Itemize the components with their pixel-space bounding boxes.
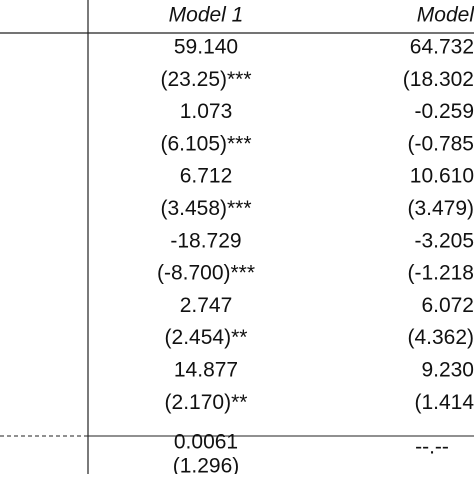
cell: (2.454)** [165,326,248,349]
cell: 14.877 [174,359,238,382]
cell: 1.073 [180,100,233,123]
cell: 2.747 [180,294,233,317]
cell: 59.140 [174,36,238,59]
cell: (1.414 [414,391,474,414]
cell: -18.729 [170,229,241,252]
cell: (-0.785 [407,132,474,155]
cell: (3.479) [407,197,474,220]
cell: (6.105)*** [160,132,251,155]
column-header: Model [417,4,474,27]
cell: (-8.700)*** [157,262,255,285]
cell: -3.205 [414,229,474,252]
cell: 0.0061 [174,431,238,454]
cell: (1.296) [173,455,240,474]
column-header: Model 1 [169,4,244,27]
cell: 10.610 [410,165,474,188]
cell: 9.230 [421,359,474,382]
cell: -0.259 [414,100,474,123]
cell: (3.458)*** [160,197,251,220]
cell: 64.732 [410,36,474,59]
cell: (2.170)** [165,391,248,414]
cell: 6.072 [421,294,474,317]
cell: (4.362) [407,326,474,349]
cell: --.-- [415,436,449,459]
cell: (23.25)*** [160,68,251,91]
cell: 6.712 [180,165,233,188]
cell: (18.302 [403,68,474,91]
cell: (-1.218 [407,262,474,285]
